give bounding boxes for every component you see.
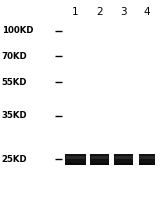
Bar <box>90 163 109 165</box>
Text: 35KD: 35KD <box>2 111 27 120</box>
Text: 55KD: 55KD <box>2 78 27 87</box>
Bar <box>65 154 86 165</box>
Bar <box>65 163 86 165</box>
Text: 25KD: 25KD <box>2 155 27 164</box>
Bar <box>114 163 133 165</box>
Text: 100KD: 100KD <box>2 26 33 35</box>
Text: 2: 2 <box>96 7 103 17</box>
Bar <box>139 154 155 165</box>
Text: 70KD: 70KD <box>2 52 27 61</box>
Bar <box>115 156 132 159</box>
Text: 3: 3 <box>120 7 127 17</box>
Bar <box>90 154 109 165</box>
Text: 1: 1 <box>72 7 79 17</box>
Bar <box>91 156 109 159</box>
Bar <box>139 156 155 159</box>
Bar <box>66 156 85 159</box>
Bar <box>139 163 155 165</box>
Text: 4: 4 <box>144 7 150 17</box>
Bar <box>114 154 133 165</box>
